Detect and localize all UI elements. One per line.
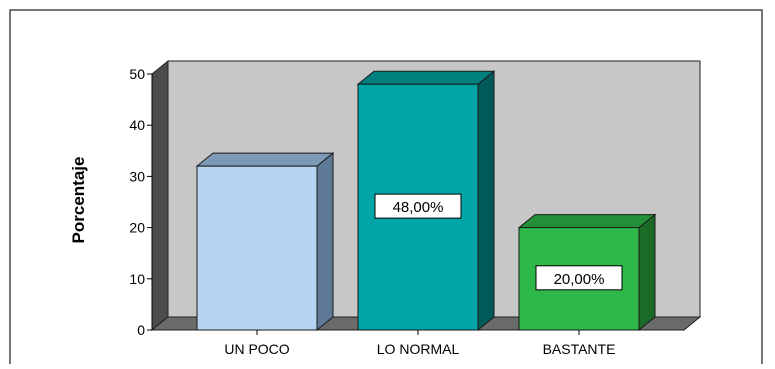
left-wall (151, 59, 169, 332)
bar-top (517, 214, 657, 229)
y-tick-label: 10 (129, 271, 145, 287)
data-label-box (374, 193, 462, 219)
y-tick-label: 30 (129, 168, 145, 184)
x-tick-label: UN POCO (224, 341, 289, 357)
bar (196, 165, 318, 331)
y-axis: 0 10 20 30 40 50 (129, 66, 153, 338)
data-label: 20,00% (554, 271, 605, 288)
bar-side (316, 152, 334, 332)
bars-group: 48,00% 20,00% (195, 70, 657, 332)
x-tick-label: LO NORMAL (377, 341, 460, 357)
data-label-box (535, 265, 623, 291)
x-tick-label: BASTANTE (543, 341, 616, 357)
bar-top (356, 70, 496, 85)
bar-side (638, 213, 656, 332)
data-label: 48,00% (393, 199, 444, 216)
y-axis-label: Porcentaje (69, 157, 88, 244)
x-axis-labels: UN POCO LO NORMAL BASTANTE (224, 330, 615, 357)
bar-side (477, 70, 495, 332)
y-tick-label: 0 (137, 322, 145, 338)
y-tick-label: 40 (129, 117, 145, 133)
bar-top (195, 152, 335, 167)
y-tick-label: 20 (129, 220, 145, 236)
y-tick-label: 50 (129, 66, 145, 82)
